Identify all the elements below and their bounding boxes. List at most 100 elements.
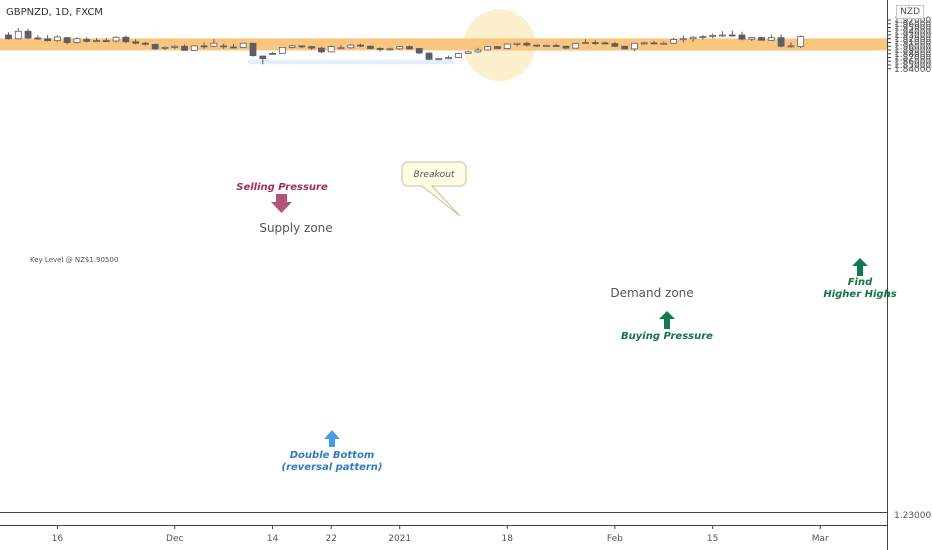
candle: [777, 34, 785, 48]
candle: [670, 38, 677, 44]
price-tick-label: 1.90000: [894, 42, 931, 52]
candle-body: [200, 45, 208, 48]
plot-background: [0, 0, 887, 550]
candle: [259, 55, 267, 65]
candle-body: [621, 45, 629, 50]
candle: [679, 35, 687, 43]
candle: [347, 44, 355, 49]
candle: [591, 40, 599, 46]
candle-body: [758, 37, 765, 41]
candle: [288, 44, 296, 49]
candle: [63, 36, 71, 45]
candle-body: [34, 37, 42, 40]
candle: [435, 58, 443, 61]
candle-body: [366, 45, 374, 49]
candle: [454, 52, 462, 58]
candle: [582, 39, 589, 44]
candle-body: [151, 43, 159, 50]
candle-body: [435, 58, 443, 61]
candle-body: [14, 30, 22, 40]
candle-body: [112, 36, 120, 42]
candle-body: [474, 49, 482, 53]
selling-pressure-label: Selling Pressure: [236, 182, 328, 193]
time-tick-label: Dec: [166, 534, 183, 544]
candle-body: [132, 41, 140, 44]
price-tick-label: 1.97000: [894, 16, 931, 26]
candle-body: [484, 46, 492, 51]
candle-body: [318, 47, 325, 53]
candle: [660, 41, 668, 45]
candle-body: [552, 45, 560, 47]
candle-body: [171, 45, 179, 48]
candle: [621, 45, 629, 50]
candle-body: [269, 52, 276, 55]
candle-body: [259, 55, 267, 60]
candle-body: [415, 48, 423, 54]
candle: [54, 35, 61, 43]
candle-body: [278, 46, 286, 54]
candle-body: [347, 44, 355, 49]
price-tick-label: 1.23000: [894, 511, 931, 521]
candle: [298, 45, 306, 49]
candle-body: [93, 40, 100, 43]
currency-badge[interactable]: NZD: [896, 5, 924, 19]
candle-body: [210, 42, 218, 47]
candle: [278, 46, 286, 54]
candle-body: [494, 46, 501, 49]
candle: [709, 33, 717, 39]
candle: [533, 44, 541, 47]
candle: [572, 42, 580, 49]
candle-body: [288, 45, 296, 48]
candle-body: [562, 45, 570, 49]
candle-body: [767, 37, 775, 41]
candle: [112, 36, 120, 43]
candle-body: [230, 46, 237, 49]
candle-body: [670, 39, 677, 44]
candle: [34, 35, 42, 40]
price-tick-label: 1.91000: [894, 39, 931, 49]
candle: [396, 45, 404, 50]
price-tick-label: 1.89000: [894, 46, 931, 56]
candle-body: [748, 37, 756, 40]
price-tick-label: 1.84000: [894, 65, 931, 75]
candle: [44, 35, 52, 42]
candle: [543, 44, 550, 47]
higher-highs-arrow-icon: [852, 258, 868, 276]
candle: [93, 38, 100, 43]
candle-body: [396, 46, 404, 50]
candle: [366, 45, 374, 50]
time-tick-label: 18: [502, 534, 514, 544]
candle: [376, 47, 384, 52]
candle: [249, 42, 257, 57]
candle-body: [523, 42, 531, 46]
demand-zone-label: Demand zone: [610, 286, 693, 300]
candle: [719, 31, 726, 37]
candle-body: [24, 30, 32, 39]
candle-body: [73, 38, 81, 43]
candle: [797, 35, 805, 49]
key-level-label: Key Level @ NZ$1.90500: [30, 256, 118, 264]
double-bottom-arrow-icon: [324, 430, 340, 447]
candle-body: [611, 43, 619, 47]
time-tick-label: 15: [707, 534, 718, 544]
candle: [220, 43, 228, 49]
candle: [631, 42, 638, 52]
candle-body: [777, 37, 785, 47]
candle-body: [142, 42, 149, 45]
candle-body: [239, 42, 247, 48]
candle-body: [709, 34, 717, 37]
candle-body: [298, 45, 306, 48]
candle-body: [660, 42, 668, 45]
selling-pressure-arrow-icon: [271, 194, 292, 213]
candle-body: [54, 36, 61, 42]
candle-body: [376, 48, 384, 51]
candle-body: [797, 36, 805, 48]
double-bottom-label: Double Bottom: [290, 450, 374, 461]
time-tick-label: Mar: [812, 534, 829, 544]
time-tick-label: 2021: [388, 534, 411, 544]
candle-body: [102, 40, 110, 43]
candle: [318, 47, 325, 53]
candle-body: [582, 42, 589, 44]
buying-pressure-label: Buying Pressure: [621, 331, 713, 342]
